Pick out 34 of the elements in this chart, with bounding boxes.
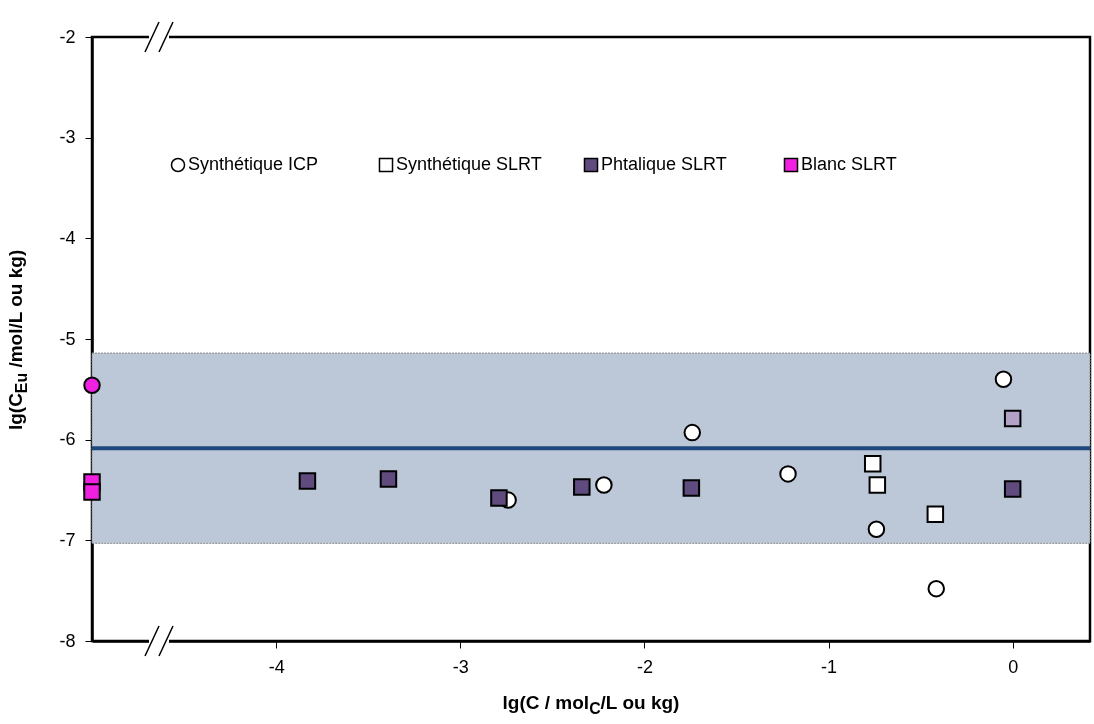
y-tick-label: -8 <box>59 630 76 651</box>
point <box>863 455 882 473</box>
point <box>298 472 317 490</box>
point <box>779 465 797 483</box>
x-tick-label: -1 <box>821 656 838 677</box>
point <box>926 505 945 523</box>
point <box>994 370 1013 388</box>
point <box>379 470 398 488</box>
y-tick-label: -3 <box>59 127 76 148</box>
point <box>867 520 886 538</box>
point <box>83 483 101 501</box>
legend-label: Phtalique SLRT <box>601 154 727 174</box>
x-tick-label: -3 <box>452 656 469 677</box>
legend-label: Synthétique ICP <box>188 154 319 174</box>
point <box>1003 409 1022 428</box>
x-tick-label: -2 <box>636 656 653 677</box>
x-axis-title: lg(C / mol$_{C}$/L ou kg) <box>501 692 681 718</box>
y-tick-label: -4 <box>59 227 76 248</box>
legend-label: Synthétique SLRT <box>396 154 542 174</box>
y-tick-label: -2 <box>59 26 76 47</box>
y-tick-label: -5 <box>59 328 76 349</box>
point <box>573 478 591 496</box>
point <box>683 423 702 442</box>
x-tick-label: 0 <box>1008 656 1019 677</box>
point <box>1003 480 1022 498</box>
x-tick-label: -4 <box>268 656 285 677</box>
point <box>868 476 887 494</box>
point <box>490 489 508 507</box>
y-tick-label: -6 <box>59 429 76 450</box>
y-tick-label: -7 <box>59 529 76 550</box>
point <box>595 476 613 494</box>
legend-label: Blanc SLRT <box>801 154 897 174</box>
point <box>682 479 701 497</box>
point <box>83 376 101 395</box>
